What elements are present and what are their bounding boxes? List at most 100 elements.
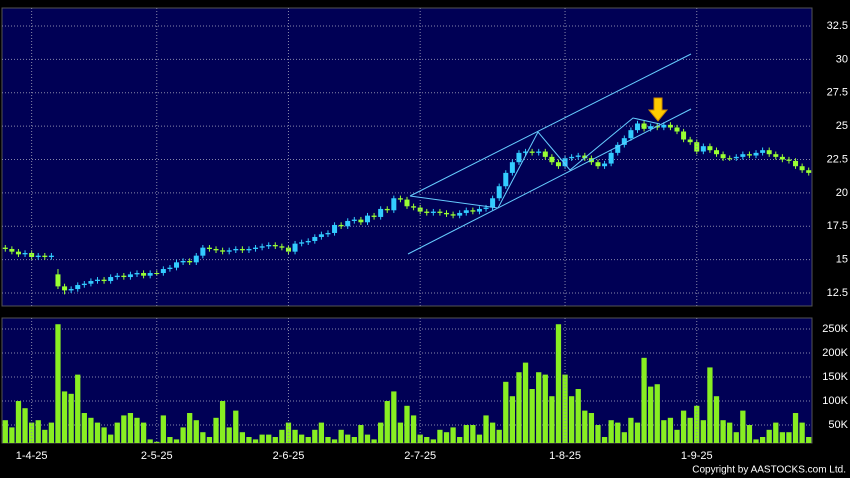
volume-bar bbox=[470, 425, 476, 443]
volume-bar bbox=[542, 374, 548, 443]
zigzag bbox=[409, 117, 661, 209]
candle-body bbox=[114, 275, 120, 278]
candle-body bbox=[720, 154, 726, 159]
volume-bar bbox=[694, 405, 700, 443]
volume-bar bbox=[588, 413, 595, 443]
y-tick-label: 22.5 bbox=[827, 153, 848, 165]
y-tick-label: 100K bbox=[822, 395, 848, 407]
volume-bar bbox=[312, 429, 318, 443]
volume-bar bbox=[529, 389, 535, 443]
candle-body bbox=[75, 285, 81, 290]
channel-lower bbox=[407, 108, 692, 255]
y-tick-label: 32.5 bbox=[827, 20, 848, 32]
volume-bar bbox=[338, 429, 344, 443]
candle-body bbox=[424, 211, 430, 213]
volume-bar bbox=[509, 396, 515, 443]
candle-body bbox=[81, 283, 87, 286]
candle-body bbox=[127, 274, 133, 278]
volume-bar bbox=[193, 420, 199, 443]
candle-body bbox=[9, 248, 15, 252]
volume-bar bbox=[134, 417, 140, 443]
candle-body bbox=[325, 232, 331, 235]
x-tick-label: 1-9-25 bbox=[681, 450, 713, 462]
candle-body bbox=[332, 224, 338, 233]
volume-bar bbox=[628, 417, 634, 443]
candle-body bbox=[62, 286, 68, 291]
volume-bar bbox=[424, 437, 430, 443]
candle-body bbox=[674, 127, 680, 132]
candle-body bbox=[2, 247, 8, 249]
volume-bar bbox=[351, 437, 357, 443]
candle-body bbox=[457, 212, 463, 216]
volume-bar bbox=[483, 415, 489, 443]
candle-body bbox=[371, 215, 377, 217]
volume-bar bbox=[180, 427, 186, 443]
candle-body bbox=[509, 162, 515, 173]
candle-body bbox=[687, 139, 693, 143]
candle-body bbox=[753, 152, 759, 156]
volume-bar bbox=[378, 422, 384, 443]
volume-bar bbox=[608, 420, 614, 443]
candle-body bbox=[55, 274, 61, 287]
volume-bar bbox=[384, 401, 390, 443]
candle-body bbox=[542, 151, 548, 157]
candle-body bbox=[569, 156, 575, 159]
candle-body bbox=[299, 242, 305, 244]
candle-body bbox=[786, 159, 792, 161]
volume-bar bbox=[147, 439, 153, 443]
volume-bar bbox=[582, 410, 588, 443]
candle-body bbox=[733, 156, 739, 159]
volume-bar bbox=[437, 429, 443, 443]
channel-upper bbox=[409, 53, 692, 197]
candle-body bbox=[707, 146, 713, 151]
volume-bar bbox=[331, 439, 338, 443]
candle-body bbox=[358, 219, 364, 223]
candle-body bbox=[233, 248, 239, 251]
candle-body bbox=[628, 130, 634, 139]
candle-body bbox=[68, 289, 74, 291]
candle-body bbox=[602, 163, 608, 167]
volume-bar bbox=[22, 408, 28, 443]
volume-bar bbox=[226, 427, 232, 443]
candle-body bbox=[305, 240, 311, 243]
candle-body bbox=[338, 224, 344, 227]
candle-body bbox=[108, 277, 114, 282]
candle-body bbox=[661, 124, 667, 128]
volume-bar bbox=[75, 374, 81, 443]
volume-bar bbox=[634, 422, 641, 443]
volume-bar bbox=[759, 437, 766, 443]
volume-bar bbox=[457, 437, 463, 443]
candle-body bbox=[641, 123, 647, 129]
volume-bar bbox=[410, 415, 417, 443]
volume-bar bbox=[88, 417, 94, 443]
volume-bar bbox=[259, 434, 265, 443]
volume-bar bbox=[404, 405, 410, 443]
volume-bar bbox=[292, 429, 298, 443]
volume-bar bbox=[779, 432, 785, 443]
candle-body bbox=[174, 262, 180, 268]
volume-bar bbox=[766, 429, 772, 443]
candle-body bbox=[503, 172, 509, 187]
candle-body bbox=[15, 251, 21, 255]
candle-body bbox=[345, 220, 351, 227]
candle-body bbox=[740, 154, 746, 157]
candle-body bbox=[88, 281, 94, 284]
volume-bar bbox=[2, 420, 8, 443]
y-tick-label: 30 bbox=[836, 53, 848, 65]
candle-body bbox=[667, 124, 673, 128]
candle-body bbox=[483, 207, 489, 209]
volume-bar bbox=[246, 437, 252, 443]
candle-body bbox=[193, 255, 199, 263]
candle-body bbox=[35, 255, 41, 258]
candle-body bbox=[101, 279, 107, 282]
volume-bar bbox=[575, 389, 581, 443]
candle-body bbox=[536, 151, 542, 153]
volume-bar bbox=[792, 413, 799, 443]
candle-body bbox=[806, 170, 812, 173]
volume-bar bbox=[621, 432, 627, 443]
x-tick-label: 1-4-25 bbox=[16, 450, 48, 462]
volume-bar bbox=[503, 381, 509, 443]
candle-body bbox=[285, 247, 291, 252]
candle-body bbox=[621, 138, 627, 145]
